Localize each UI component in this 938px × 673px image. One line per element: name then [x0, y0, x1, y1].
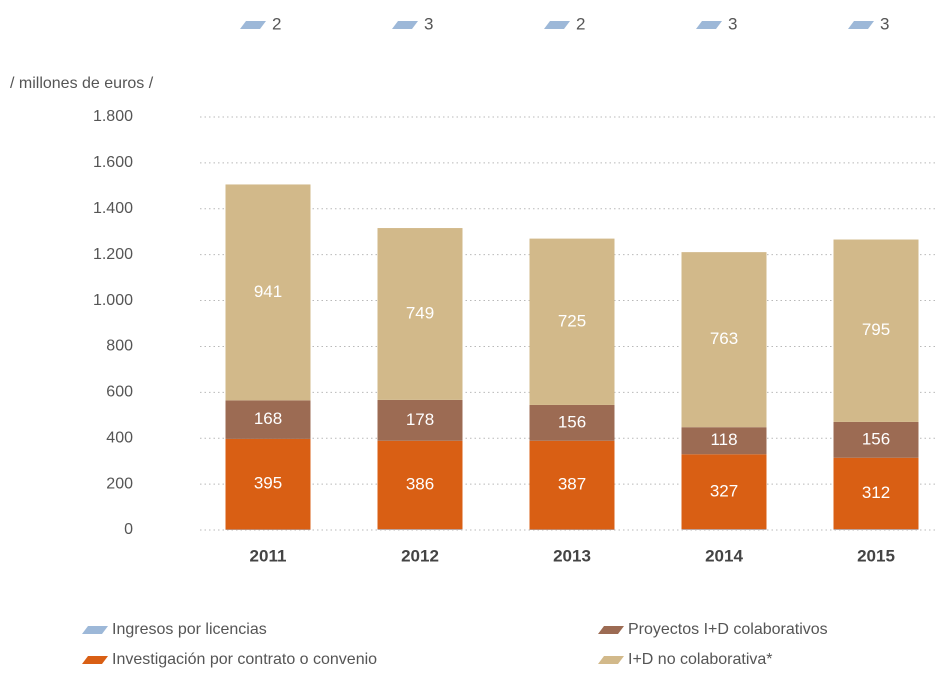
- y-axis-label: / millones de euros /: [10, 75, 154, 92]
- legend-label: Investigación por contrato o convenio: [112, 651, 377, 668]
- legend-icon: [696, 21, 722, 29]
- y-tick-label: 1.200: [93, 246, 133, 263]
- value-label: 387: [558, 475, 586, 494]
- bar-segment: [225, 400, 311, 439]
- bar-segment: [681, 529, 767, 530]
- x-tick-label: 2015: [857, 546, 895, 565]
- y-tick-label: 1.000: [93, 292, 133, 309]
- legend-icon: [544, 21, 570, 29]
- value-label: 3: [880, 14, 889, 33]
- y-tick-label: 1.600: [93, 154, 133, 171]
- x-tick-label: 2013: [553, 546, 591, 565]
- value-label: 178: [406, 410, 434, 429]
- value-label: 395: [254, 474, 282, 493]
- value-label: 3: [424, 14, 433, 33]
- bar-segment: [225, 184, 311, 401]
- bar-segment: [681, 427, 767, 455]
- legend-label: Ingresos por licencias: [112, 621, 267, 638]
- bar-segment: [529, 238, 615, 405]
- x-tick-label: 2012: [401, 546, 439, 565]
- y-tick-label: 400: [106, 429, 133, 446]
- legend-icon: [848, 21, 874, 29]
- bar-segment: [529, 404, 615, 441]
- legend-icon: [82, 656, 108, 664]
- value-label: 763: [710, 329, 738, 348]
- value-label: 168: [254, 409, 282, 428]
- y-tick-label: 1.400: [93, 200, 133, 217]
- bar-segment: [833, 239, 919, 422]
- bar-segment: [377, 440, 463, 530]
- bar-segment: [529, 440, 615, 530]
- bar-segment: [833, 457, 919, 530]
- value-label: 749: [406, 303, 434, 322]
- legend-icon: [240, 21, 266, 29]
- value-label: 3: [728, 14, 737, 33]
- value-label: 2: [272, 14, 281, 33]
- x-tick-label: 2011: [250, 546, 287, 565]
- value-label: 156: [862, 429, 890, 448]
- legend-icon: [392, 21, 418, 29]
- bar-segment: [681, 252, 767, 428]
- bar-segment: [377, 399, 463, 441]
- y-tick-label: 200: [106, 475, 133, 492]
- legend-label: Proyectos I+D colaborativos: [628, 621, 828, 638]
- value-label: 795: [862, 320, 890, 339]
- bar-segment: [833, 421, 919, 458]
- x-tick-label: 2014: [705, 546, 743, 565]
- y-tick-label: 1.800: [93, 108, 133, 125]
- value-label: 118: [710, 430, 737, 449]
- bar-segment: [225, 438, 311, 530]
- value-label: 386: [406, 475, 434, 494]
- value-label: 327: [710, 481, 738, 500]
- value-label: 725: [558, 311, 586, 330]
- value-label: 941: [254, 282, 282, 301]
- y-tick-label: 0: [124, 521, 133, 538]
- legend-icon: [598, 656, 624, 664]
- bar-segment: [833, 529, 919, 530]
- legend-icon: [598, 626, 624, 634]
- legend-label: I+D no colaborativa*: [628, 651, 773, 668]
- bar-segment: [377, 228, 463, 400]
- value-label: 2: [576, 14, 585, 33]
- legend-icon: [82, 626, 108, 634]
- bar-segment: [377, 529, 463, 530]
- y-tick-label: 800: [106, 338, 133, 355]
- value-label: 156: [558, 412, 586, 431]
- y-tick-label: 600: [106, 384, 133, 401]
- bar-segment: [681, 454, 767, 530]
- value-label: 312: [862, 483, 890, 502]
